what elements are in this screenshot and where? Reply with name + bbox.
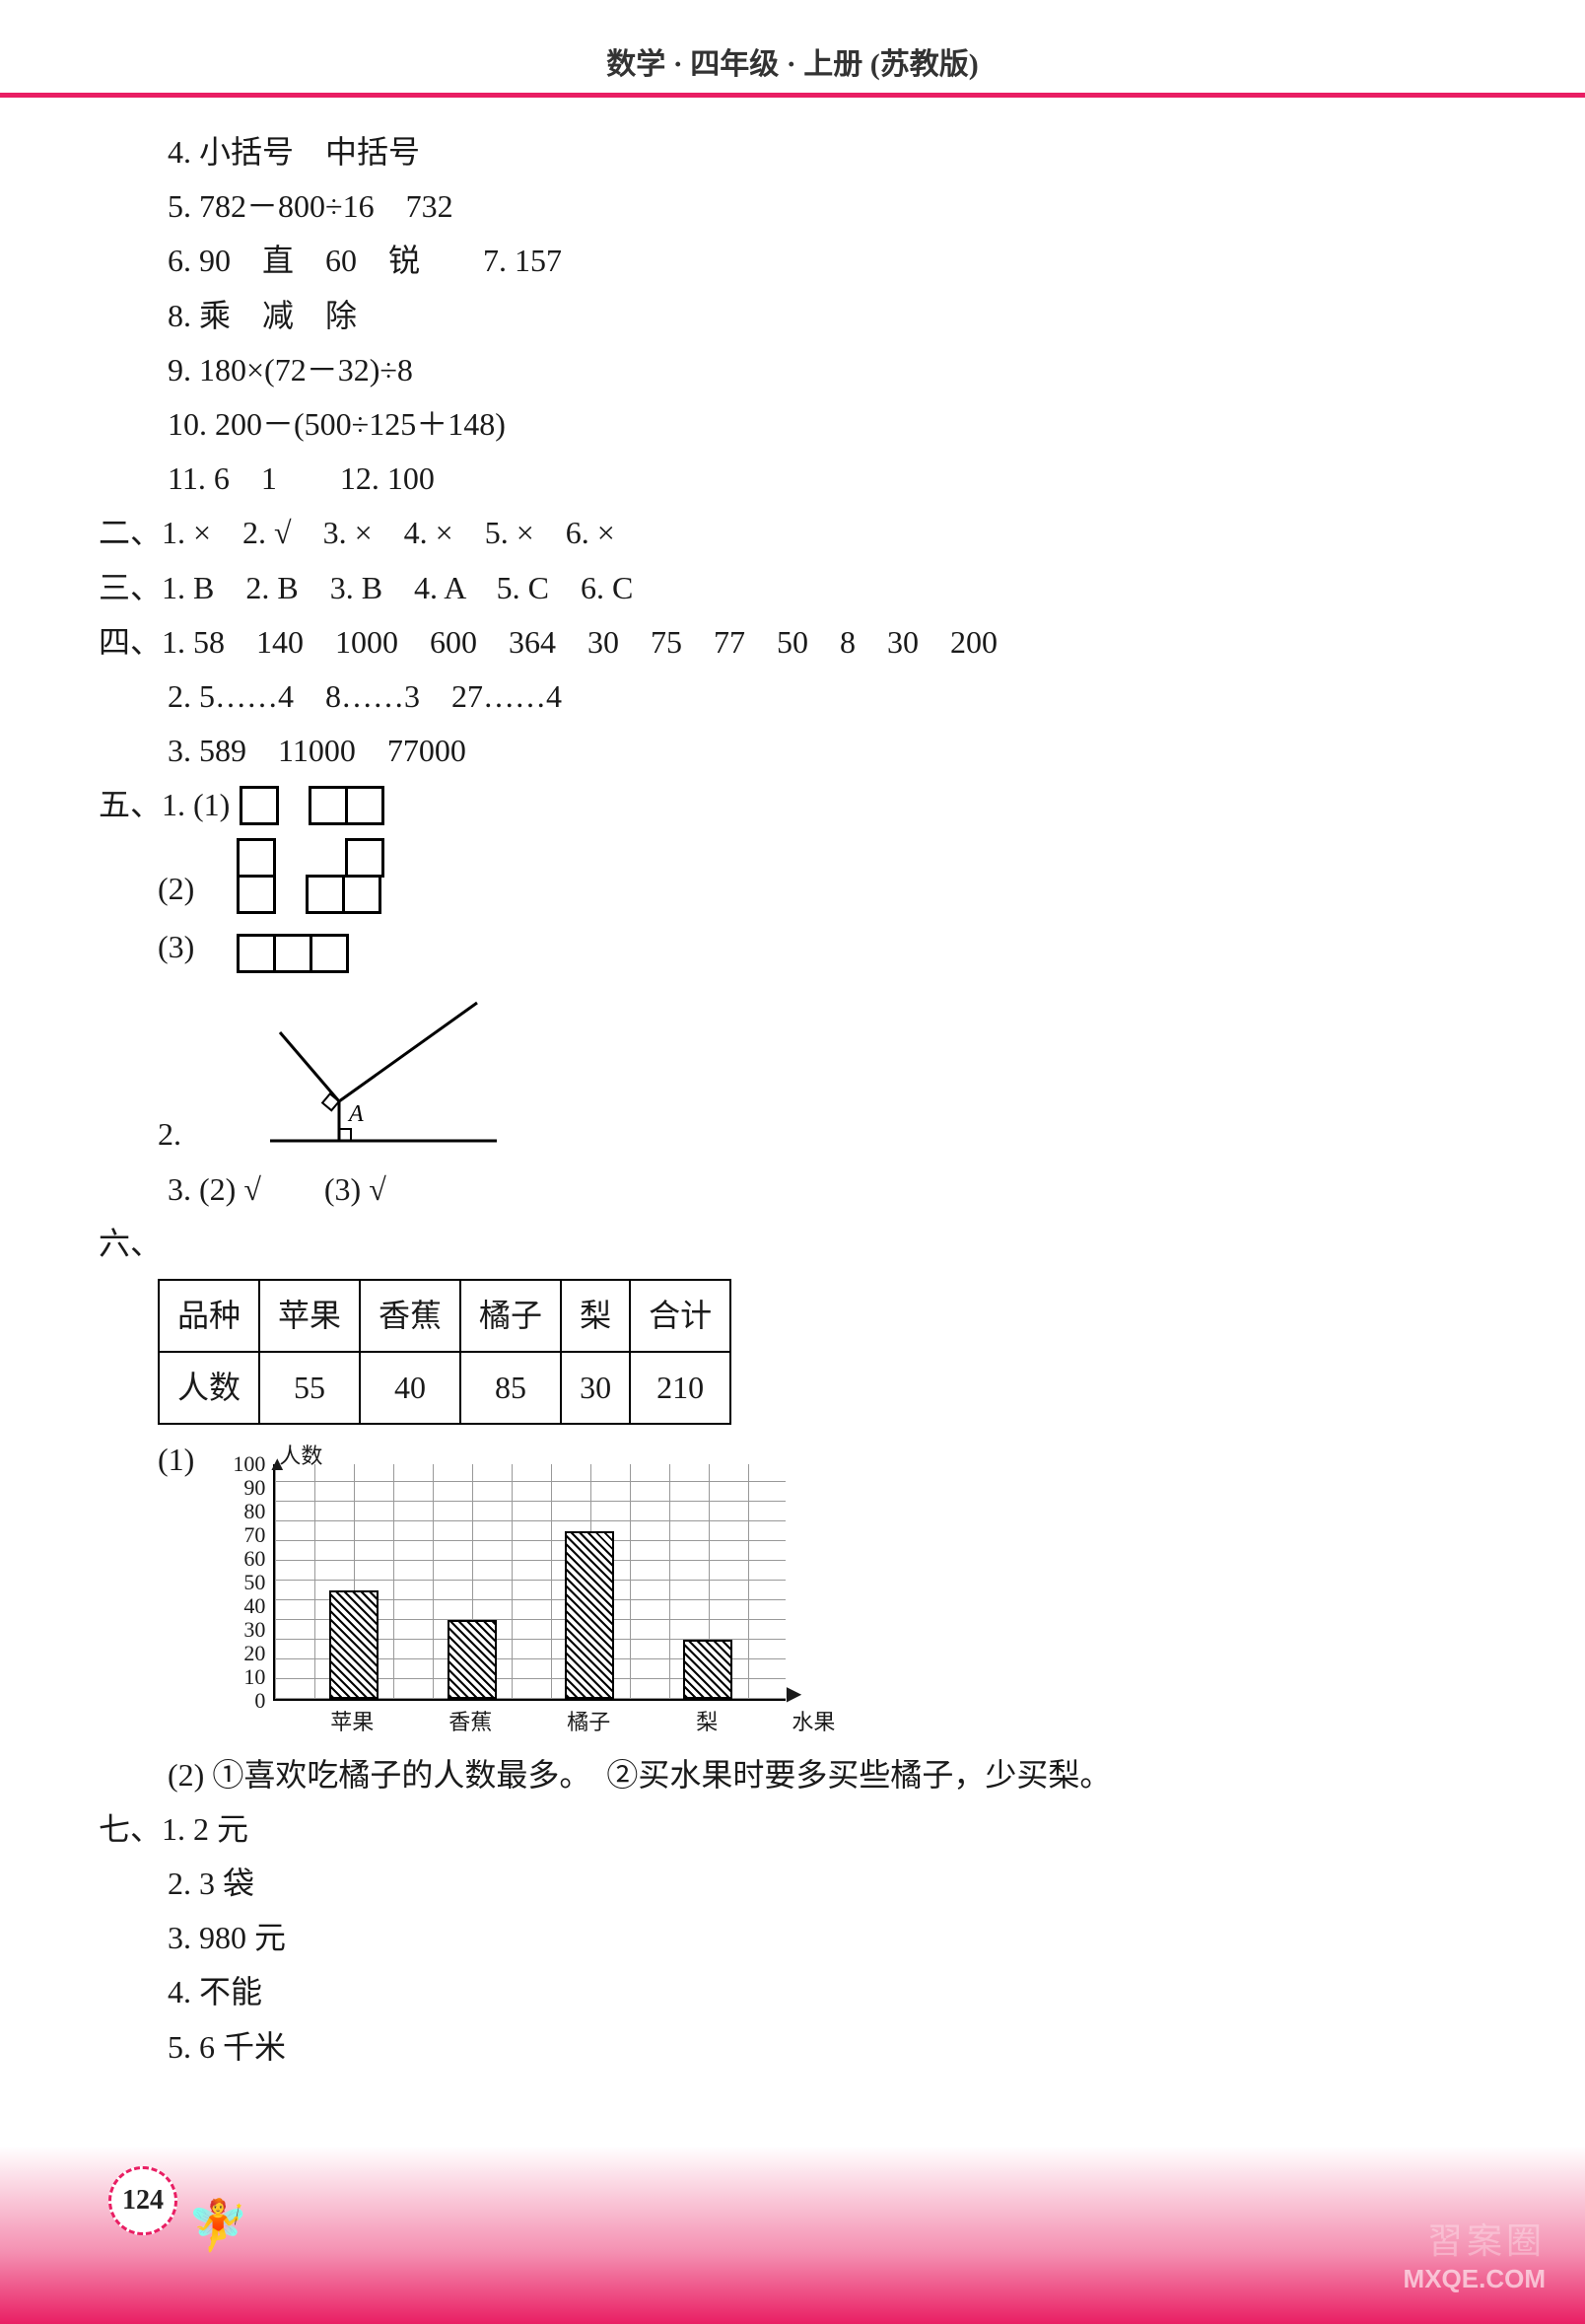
cell-row-3 xyxy=(237,934,349,973)
section-7-3: 3. 980 元 xyxy=(99,1913,1506,1963)
td: 40 xyxy=(360,1352,460,1424)
td: 210 xyxy=(630,1352,730,1424)
td: 人数 xyxy=(159,1352,259,1424)
bar xyxy=(448,1620,497,1699)
watermark-cn: 習案圈 xyxy=(1404,2213,1546,2264)
bar-chart-wrap: (1) 人数 ▲ ▶ 0 10 20 30 40 50 60 xyxy=(158,1435,1506,1739)
section-6-label: 六、 xyxy=(99,1219,1506,1269)
fruit-table: 品种 苹果 香蕉 橘子 梨 合计 人数 55 40 85 30 210 xyxy=(158,1279,731,1425)
td: 85 xyxy=(460,1352,561,1424)
bar xyxy=(565,1531,614,1699)
section-5-2: 2. A xyxy=(99,993,1506,1161)
x-axis-labels: 苹果 香蕉 橘子 梨 xyxy=(273,1701,786,1739)
th: 品种 xyxy=(159,1280,259,1352)
y-axis-ticks: 0 10 20 30 40 50 60 70 80 90 100 xyxy=(216,1454,265,1711)
section-7-2: 2. 3 袋 xyxy=(99,1859,1506,1909)
section-5-label: 五、1. (1) xyxy=(99,780,230,830)
bar xyxy=(683,1640,732,1699)
table-header-row: 品种 苹果 香蕉 橘子 梨 合计 xyxy=(159,1280,730,1352)
bar-chart: 人数 ▲ ▶ 0 10 20 30 40 50 60 70 80 xyxy=(273,1464,786,1701)
th: 苹果 xyxy=(259,1280,360,1352)
section-3: 三、1. B 2. B 3. B 4. A 5. C 6. C xyxy=(99,563,1506,613)
q1-5: 5. 782－800÷16 732 xyxy=(99,181,1506,232)
q1-8: 8. 乘 减 除 xyxy=(99,291,1506,341)
section-5-3: 3. (2) √ (3) √ xyxy=(99,1164,1506,1215)
bar xyxy=(329,1590,379,1699)
chart-q-label: (1) xyxy=(158,1435,194,1485)
watermark: 習案圈 MXQE.COM xyxy=(1404,2213,1546,2294)
section-6-2: (2) ①喜欢吃橘子的人数最多。 ②买水果时要多买些橘子，少买梨。 xyxy=(99,1750,1506,1800)
watermark-url: MXQE.COM xyxy=(1404,2264,1546,2294)
angle-diagram: A xyxy=(250,993,507,1161)
td: 30 xyxy=(561,1352,630,1424)
shape-5-1-2: (2) xyxy=(158,838,1506,914)
shape-5-1-3: (3) xyxy=(158,922,1506,972)
mascot-icon: 🧚 xyxy=(187,2197,248,2255)
shape-5-1-1 xyxy=(240,786,384,825)
cell xyxy=(240,786,279,825)
th: 橘子 xyxy=(460,1280,561,1352)
page-header: 数学 · 四年级 · 上册 (苏教版) xyxy=(79,39,1506,93)
th: 香蕉 xyxy=(360,1280,460,1352)
cell-pair xyxy=(309,786,384,825)
page-number: 124 xyxy=(108,2166,177,2235)
header-divider xyxy=(0,93,1585,98)
section-7-4: 4. 不能 xyxy=(99,1967,1506,2017)
section-2: 二、1. × 2. √ 3. × 4. × 5. × 6. × xyxy=(99,508,1506,558)
table-data-row: 人数 55 40 85 30 210 xyxy=(159,1352,730,1424)
th: 合计 xyxy=(630,1280,730,1352)
section-4-1: 四、1. 58 140 1000 600 364 30 75 77 50 8 3… xyxy=(99,617,1506,668)
section-5-1: 五、1. (1) xyxy=(99,780,1506,830)
content-area: 4. 小括号 中括号 5. 782－800÷16 732 6. 90 直 60 … xyxy=(79,127,1506,2073)
q1-10: 10. 200－(500÷125＋148) xyxy=(99,399,1506,450)
bars-container xyxy=(275,1464,786,1699)
page: 数学 · 四年级 · 上册 (苏教版) 4. 小括号 中括号 5. 782－80… xyxy=(0,0,1585,2324)
td: 55 xyxy=(259,1352,360,1424)
section-7-1: 七、1. 2 元 xyxy=(99,1804,1506,1855)
th: 梨 xyxy=(561,1280,630,1352)
q1-4: 4. 小括号 中括号 xyxy=(99,127,1506,177)
q1-9: 9. 180×(72－32)÷8 xyxy=(99,345,1506,395)
section-4-2: 2. 5……4 8……3 27……4 xyxy=(99,671,1506,722)
arrow-right-icon: ▶ xyxy=(787,1678,801,1710)
q1-11-12: 11. 6 1 12. 100 xyxy=(99,454,1506,504)
q1-6-7: 6. 90 直 60 锐 7. 157 xyxy=(99,236,1506,286)
section-7-5: 5. 6 千米 xyxy=(99,2022,1506,2073)
section-4-3: 3. 589 11000 77000 xyxy=(99,726,1506,776)
svg-text:A: A xyxy=(347,1101,364,1127)
